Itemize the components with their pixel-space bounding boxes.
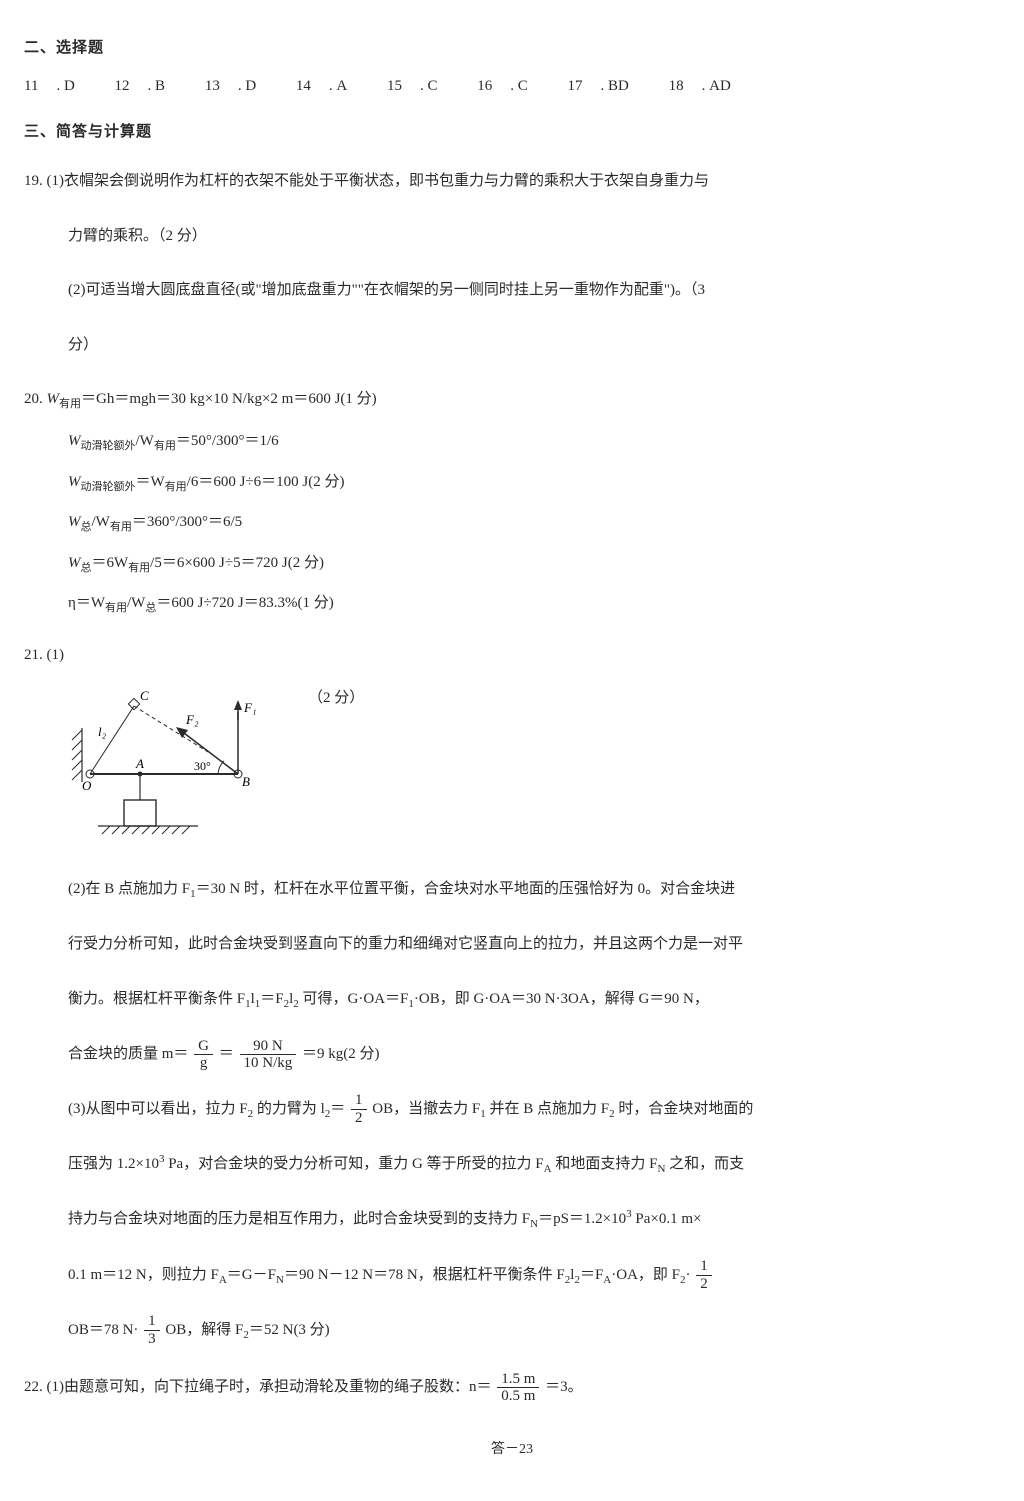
svg-text:A: A — [135, 756, 144, 771]
q20-l5: W总＝6W有用/5＝6×600 J÷5＝720 J(2 分) — [68, 551, 1000, 578]
section3-title: 三、简答与计算题 — [24, 120, 1000, 144]
svg-text:C: C — [140, 688, 149, 703]
q21: 21. (1) F₁ — [24, 640, 1000, 1348]
q22-frac: 1.5 m 0.5 m — [497, 1371, 539, 1405]
svg-text:F₂: F₂ — [185, 712, 199, 727]
q19-p2b: 分） — [24, 328, 1000, 363]
q21-p2-e: 合金块的质量 m＝ Gg ＝ 90 N10 N/kg ＝9 kg(2 分) — [24, 1037, 1000, 1072]
q21-p2-a: (2)在 B 点施加力 F1＝30 N 时，杠杆在水平位置平衡，合金块对水平地面… — [24, 872, 1000, 907]
q19-p2: (2)可适当增大圆底盘直径(或"增加底盘重力""在衣帽架的另一侧同时挂上另一重物… — [24, 273, 1000, 308]
q20-num: 20. — [24, 391, 43, 407]
q21-diag-note: （2 分） — [308, 682, 364, 710]
q19: 19. (1)衣帽架会倒说明作为杠杆的衣架不能处于平衡状态，即书包重力与力臂的乘… — [24, 164, 1000, 362]
q21-p3-c: 持力与合金块对地面的压力是相互作用力，此时合金块受到的支持力 FN＝pS＝1.2… — [24, 1202, 1000, 1237]
svg-text:l₂: l₂ — [98, 724, 107, 739]
svg-text:O: O — [82, 778, 92, 793]
q21-p2-c: 行受力分析可知，此时合金块受到竖直向下的重力和细绳对它竖直向上的拉力，并且这两个… — [24, 927, 1000, 962]
q21-p3-d: 0.1 m＝12 N，则拉力 FA＝G－FN＝90 N－12 N＝78 N，根据… — [24, 1258, 1000, 1293]
mc-answers: 11. D 12. B 13. D 14. A 15. C 16. C 17. … — [24, 74, 1000, 98]
q21-p3-e: OB＝78 N· 13 OB，解得 F2＝52 N(3 分) — [24, 1313, 1000, 1348]
q21-part1: (1) — [47, 647, 65, 663]
ans-16: 16. C — [477, 74, 546, 98]
q22-num: 22. — [24, 1379, 43, 1395]
ans-12: 12. B — [115, 74, 184, 98]
svg-text:F₁: F₁ — [243, 700, 256, 715]
q22-b: ＝3。 — [545, 1379, 583, 1395]
section2-title: 二、选择题 — [24, 36, 1000, 60]
q20-l6: η＝W有用/W总＝600 J÷720 J＝83.3%(1 分) — [68, 591, 1000, 618]
q19-p1: (1)衣帽架会倒说明作为杠杆的衣架不能处于平衡状态，即书包重力与力臂的乘积大于衣… — [47, 173, 710, 189]
q22: 22. (1)由题意可知，向下拉绳子时，承担动滑轮及重物的绳子股数：n＝ 1.5… — [24, 1370, 1000, 1405]
q21-diagram: F₁ F₂ 30° C l₂ A O B — [68, 682, 268, 852]
q20-l4: W总/W有用＝360°/300°＝6/5 — [68, 510, 1000, 537]
q20-l3: W动滑轮额外＝W有用/6＝600 J÷6＝100 J(2 分) — [68, 470, 1000, 497]
svg-text:30°: 30° — [194, 759, 211, 773]
svg-text:B: B — [242, 774, 250, 789]
page-footer: 答－23 — [24, 1439, 1000, 1461]
ans-17: 17. BD — [568, 74, 647, 98]
ans-11: 11. D — [24, 74, 93, 98]
q20: 20. W有用＝Gh＝mgh＝30 kg×10 N/kg×2 m＝600 J(1… — [24, 384, 1000, 618]
ans-15: 15. C — [387, 74, 456, 98]
q19-num: 19. — [24, 173, 43, 189]
q20-l2: W动滑轮额外/W有用＝50°/300°＝1/6 — [68, 429, 1000, 456]
q22-a: (1)由题意可知，向下拉绳子时，承担动滑轮及重物的绳子股数：n＝ — [47, 1379, 492, 1395]
q21-p2-d: 衡力。根据杠杆平衡条件 F1l1＝F2l2 可得，G·OA＝F1·OB，即 G·… — [24, 982, 1000, 1017]
ans-13: 13. D — [205, 74, 274, 98]
ans-14: 14. A — [296, 74, 365, 98]
q21-p3-a: (3)从图中可以看出，拉力 F2 的力臂为 l2＝ 12 OB，当撤去力 F1 … — [24, 1092, 1000, 1127]
q21-p3-b: 压强为 1.2×103 Pa，对合金块的受力分析可知，重力 G 等于所受的拉力 … — [24, 1147, 1000, 1182]
q19-p1b: 力臂的乘积。（2 分） — [24, 219, 1000, 254]
ans-18: 18. AD — [669, 74, 749, 98]
q20-l1: W有用＝Gh＝mgh＝30 kg×10 N/kg×2 m＝600 J(1 分) — [47, 391, 377, 407]
q21-num: 21. — [24, 647, 43, 663]
